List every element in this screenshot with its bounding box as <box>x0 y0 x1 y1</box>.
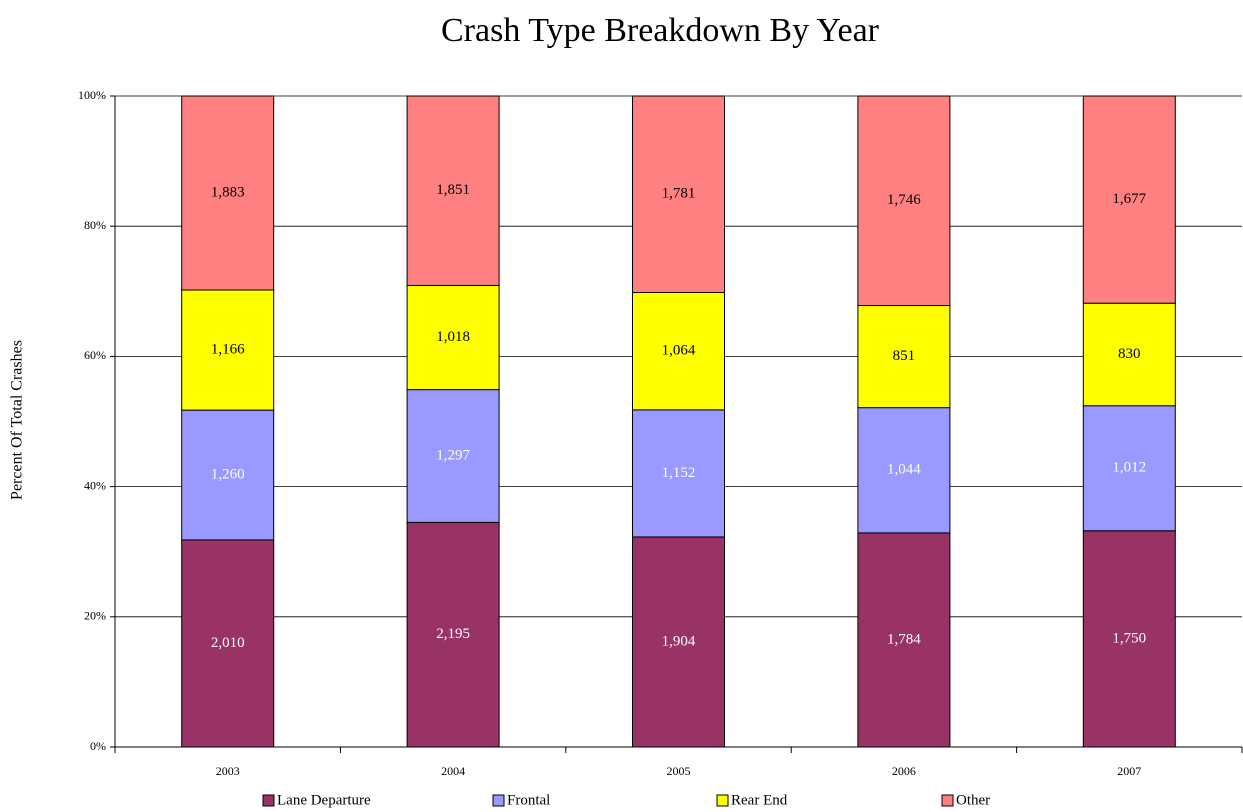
bar-segment <box>1082 302 1176 407</box>
legend-text: Rear End <box>731 792 788 808</box>
data-label: 1,297 <box>436 447 470 463</box>
legend-swatch <box>262 794 275 807</box>
data-label: 1,851 <box>436 182 470 198</box>
bar-segment <box>406 521 500 748</box>
bar-segment <box>1082 530 1176 748</box>
data-label: 1,166 <box>211 341 245 357</box>
bar-segment <box>632 291 725 411</box>
legend-text: Lane Departure <box>277 792 371 808</box>
bar-segment <box>632 536 725 748</box>
legend-swatch <box>716 794 729 807</box>
legend-swatch <box>492 794 505 807</box>
data-label: 1,064 <box>662 343 696 359</box>
x-tick-label: 2005 <box>667 764 691 778</box>
data-label: 1,750 <box>1112 630 1146 646</box>
bar-segment <box>181 95 275 291</box>
data-label: 830 <box>1118 346 1141 362</box>
legend-text: Frontal <box>507 792 550 808</box>
bar-segment <box>181 289 275 411</box>
x-tick-label: 2007 <box>1117 764 1141 778</box>
data-label: 1,260 <box>211 466 245 482</box>
x-tick-label: 2003 <box>216 764 240 778</box>
data-label: 2,195 <box>436 626 470 642</box>
data-label: 1,018 <box>436 329 470 345</box>
data-label: 1,044 <box>887 462 921 478</box>
data-label: 1,152 <box>662 465 696 481</box>
data-label: 1,883 <box>211 184 245 200</box>
y-tick-label: 80% <box>84 218 106 232</box>
bar-segment <box>406 389 500 523</box>
bar-segment <box>406 95 500 286</box>
x-tick-label: 2006 <box>892 764 916 778</box>
y-tick-label: 20% <box>84 609 106 623</box>
bar-segment <box>1082 95 1176 304</box>
legend-swatch <box>941 794 954 807</box>
bar-segment <box>632 409 725 538</box>
bar-segment <box>857 532 951 748</box>
data-label: 1,677 <box>1112 191 1146 207</box>
legend-text: Other <box>956 792 990 808</box>
bar-segment <box>857 95 951 307</box>
data-label: 1,746 <box>887 192 921 208</box>
bar-segment <box>857 407 951 534</box>
data-label: 1,781 <box>662 186 696 202</box>
y-tick-label: 0% <box>90 739 106 753</box>
y-tick-label: 40% <box>84 478 106 492</box>
data-label: 1,012 <box>1112 460 1146 476</box>
x-tick-label: 2004 <box>441 764 465 778</box>
bar-segment <box>406 284 500 391</box>
bar-segment <box>181 409 275 541</box>
y-tick-label: 60% <box>84 348 106 362</box>
chart-title: Crash Type Breakdown By Year <box>441 12 880 49</box>
y-axis-label: Percent Of Total Crashes <box>9 340 26 500</box>
data-label: 851 <box>893 348 916 364</box>
data-label: 2,010 <box>211 635 245 651</box>
bar-segment <box>1082 405 1176 532</box>
bar-segment <box>632 95 725 293</box>
y-tick-label: 100% <box>78 88 106 102</box>
data-label: 1,904 <box>662 633 696 649</box>
data-label: 1,784 <box>887 631 921 647</box>
